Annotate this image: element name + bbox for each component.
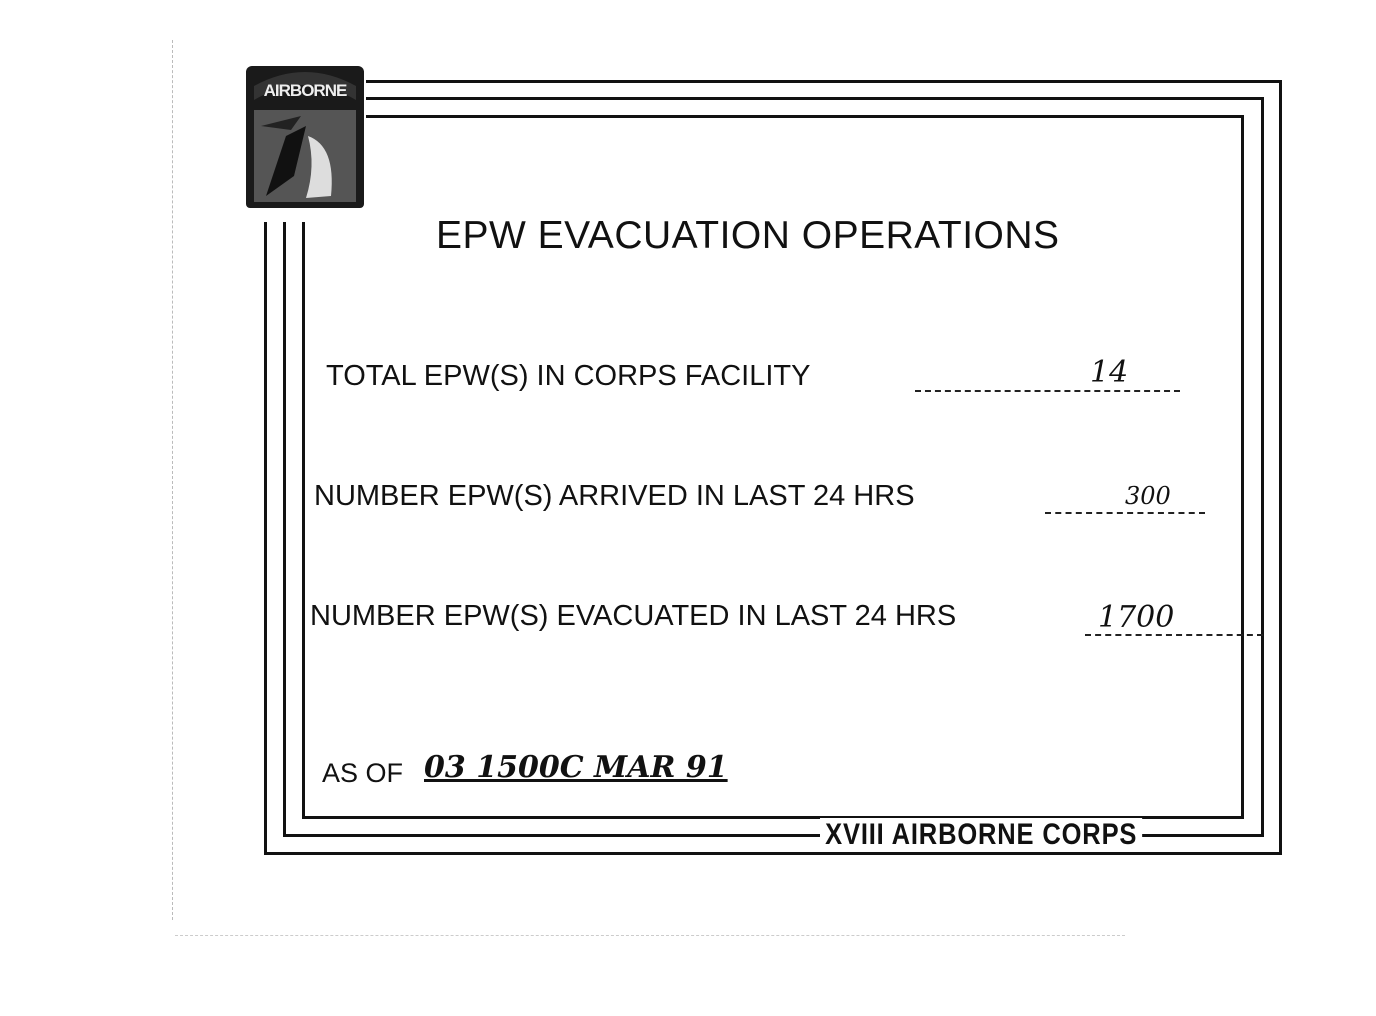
field-label-total: TOTAL EPW(S) IN CORPS FACILITY <box>326 360 811 392</box>
page-scan-edge <box>172 40 173 920</box>
field-label-arrived: NUMBER EPW(S) ARRIVED IN LAST 24 HRS <box>314 480 915 512</box>
field-underline-arrived <box>1045 512 1205 514</box>
field-underline-total <box>915 390 1180 392</box>
document-title: EPW EVACUATION OPERATIONS <box>436 214 1060 257</box>
field-label-evacuated: NUMBER EPW(S) EVACUATED IN LAST 24 HRS <box>310 600 957 632</box>
as-of-label: AS OF <box>322 758 404 788</box>
airborne-patch-logo: AIRBORNE <box>246 66 364 208</box>
field-value-evacuated: 1700 <box>1098 600 1175 635</box>
footer-unit-name: XVIII AIRBORNE CORPS <box>820 818 1143 852</box>
field-value-arrived: 300 <box>1125 482 1171 510</box>
field-value-total: 14 <box>1090 355 1129 390</box>
field-underline-evacuated <box>1085 634 1263 636</box>
svg-text:AIRBORNE: AIRBORNE <box>264 81 347 100</box>
page-scan-edge-bottom <box>175 935 1125 936</box>
as-of-value: 03 1500C MAR 91 <box>424 750 728 785</box>
